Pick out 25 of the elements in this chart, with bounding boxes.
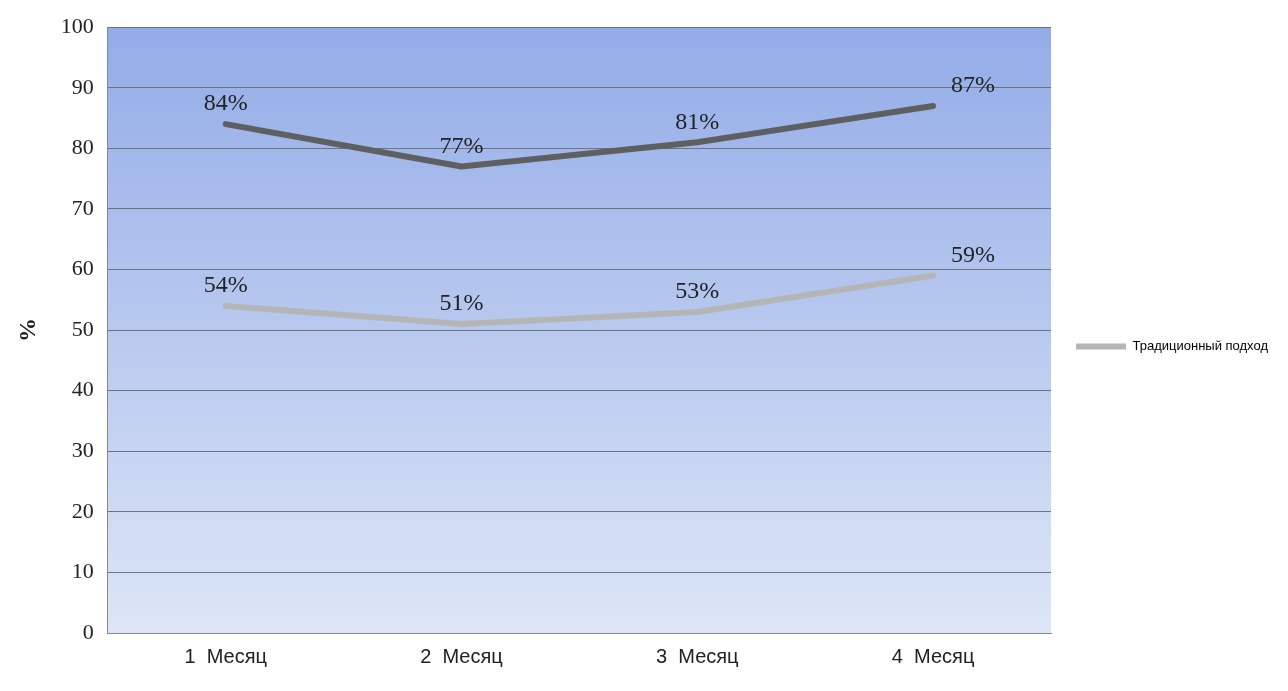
x-tick-label: 1 Месяц (184, 644, 267, 667)
y-tick-label: 0 (82, 618, 94, 644)
y-tick-label: 20 (71, 497, 94, 523)
data-label: 54% (203, 271, 248, 298)
y-tick-label: 10 (71, 558, 94, 584)
data-label: 59% (951, 240, 996, 267)
data-label: 51% (439, 289, 484, 316)
y-tick-label: 60 (71, 255, 94, 281)
legend-label: Традиционный подход (1132, 338, 1269, 354)
y-tick-label: 80 (71, 134, 94, 160)
y-axis-title: % (13, 318, 40, 343)
y-tick-label: 40 (71, 376, 94, 402)
y-tick-label: 50 (71, 315, 94, 341)
y-tick-label: 100 (60, 12, 94, 38)
data-label: 84% (203, 89, 248, 116)
x-tick-label: 4 Месяц (891, 644, 975, 667)
data-label: 81% (675, 107, 720, 134)
data-label: 77% (439, 131, 484, 158)
y-tick-label: 90 (71, 73, 94, 99)
y-tick-label: 70 (71, 194, 94, 220)
x-tick-label: 3 Месяц (656, 644, 739, 667)
y-tick-label: 30 (71, 437, 94, 463)
data-label: 53% (675, 277, 720, 304)
data-label: 87% (951, 71, 996, 98)
x-tick-label: 2 Месяц (420, 644, 503, 667)
